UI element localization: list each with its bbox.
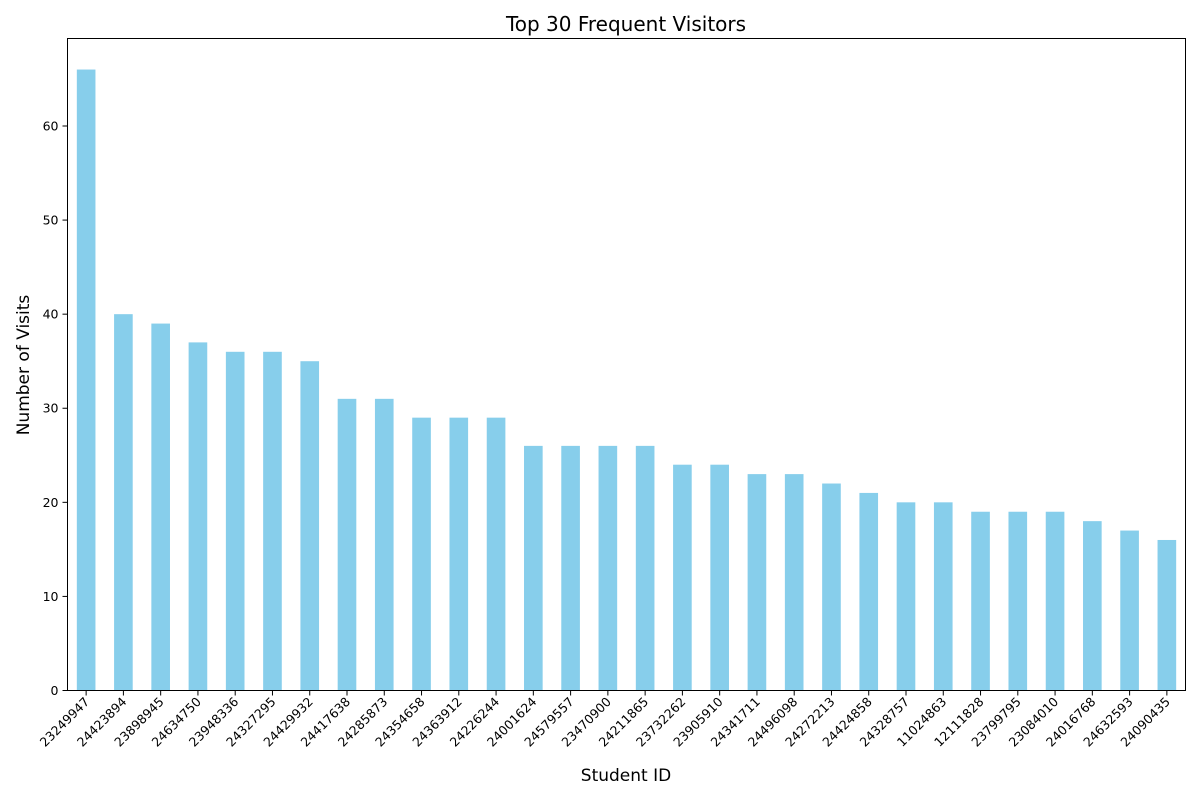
bar-24090435	[1157, 539, 1177, 691]
bar-23905910	[710, 464, 729, 691]
y-tick-label: 20	[43, 495, 59, 510]
y-tick-label: 60	[43, 118, 59, 133]
bar-24016768	[1083, 521, 1102, 691]
bar-24363912	[449, 417, 469, 691]
bar-24354658	[412, 417, 431, 691]
y-tick-label: 40	[43, 307, 59, 322]
bar-23948336	[225, 351, 245, 691]
bar-24211865	[635, 445, 655, 691]
bar-12111828	[971, 511, 990, 691]
bar-24327295	[263, 351, 282, 691]
y-tick-label: 30	[43, 401, 59, 416]
chart-title: Top 30 Frequent Visitors	[505, 12, 746, 36]
bar-24634750	[188, 342, 208, 691]
bar-24341711	[747, 474, 767, 691]
y-tick-label: 0	[51, 683, 59, 698]
x-axis-label: Student ID	[581, 766, 671, 786]
bar-24424858	[859, 492, 879, 691]
bar-23084010	[1045, 511, 1065, 691]
bars-group	[76, 69, 1177, 691]
bar-24579557	[561, 445, 580, 691]
bar-23799795	[1008, 511, 1028, 691]
bar-23898945	[151, 323, 170, 691]
bar-24632593	[1120, 530, 1139, 691]
bar-24272213	[822, 483, 841, 691]
bar-23732262	[673, 464, 692, 691]
bar-24328757	[896, 502, 916, 691]
bar-24285873	[374, 398, 394, 691]
y-axis: 0 10 20 30 40 50 60	[43, 118, 68, 698]
bar-23470900	[598, 445, 618, 691]
y-tick-label: 50	[43, 213, 59, 228]
bar-24423894	[114, 314, 133, 691]
y-tick-label: 10	[43, 589, 59, 604]
x-axis: 2324994724423894238989452463475023948336…	[37, 690, 1173, 750]
y-axis-label: Number of Visits	[14, 295, 34, 436]
bar-24417638	[337, 398, 357, 691]
bar-23249947	[76, 69, 96, 691]
bar-24226244	[486, 417, 506, 691]
bar-11024863	[933, 502, 953, 691]
bar-24001624	[524, 445, 543, 691]
bar-24429932	[300, 361, 320, 691]
bar-24496098	[784, 474, 804, 691]
plot-frame	[67, 38, 1186, 691]
